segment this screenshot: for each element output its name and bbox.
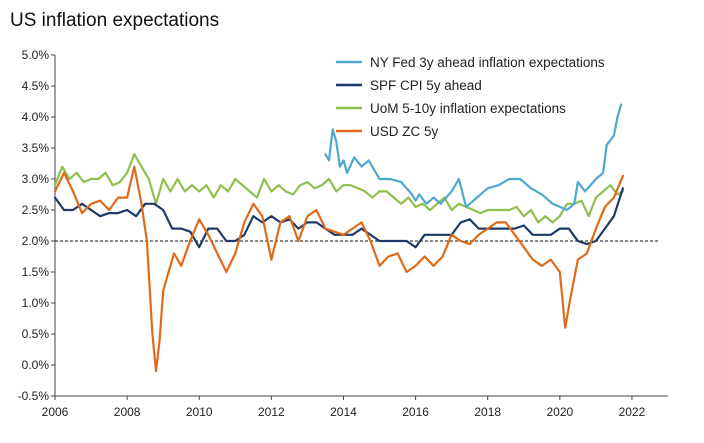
series-line-2 [53,153,625,224]
x-tick-label: 2012 [258,405,285,419]
x-tick-label: 2010 [186,405,213,419]
y-tick-label: 4.0% [22,110,50,124]
x-tick-label: 2020 [546,405,573,419]
y-tick-label: 4.5% [22,79,50,93]
y-tick-label: 1.5% [22,265,50,279]
legend-label: SPF CPI 5y ahead [370,78,482,93]
legend-label: USD ZC 5y [370,124,439,139]
axes: -0.5% 0.0% 0.5% 1.0% 1.5% 2.0% 2.5% 3.0% 3.5% 4.0… [18,48,668,419]
chart-title: US inflation expectations [10,10,220,31]
y-tick-label: 1.0% [22,296,50,310]
x-tick-label: 2016 [402,405,429,419]
x-tick-label: 2022 [619,405,646,419]
legend: NY Fed 3y ahead inflation expectations SP… [336,55,605,139]
series-line-0 [324,103,623,212]
y-tick-label: 3.0% [22,172,50,186]
y-tick-label: 0.0% [22,358,50,372]
x-tick-label: 2018 [474,405,501,419]
x-tick-label: 2006 [42,405,69,419]
y-tick-label: 2.0% [22,234,50,248]
y-tick-label: 3.5% [22,141,50,155]
series-line-1 [53,187,625,249]
y-tick-label: -0.5% [18,389,50,403]
series-line-3 [53,165,625,373]
y-tick-label: 2.5% [22,203,50,217]
legend-label: UoM 5-10y inflation expectations [370,101,566,116]
series-lines [53,103,625,373]
legend-label: NY Fed 3y ahead inflation expectations [370,55,605,70]
x-tick-label: 2014 [330,405,357,419]
y-tick-label: 0.5% [22,327,50,341]
x-tick-label: 2008 [114,405,141,419]
y-tick-label: 5.0% [22,48,50,62]
